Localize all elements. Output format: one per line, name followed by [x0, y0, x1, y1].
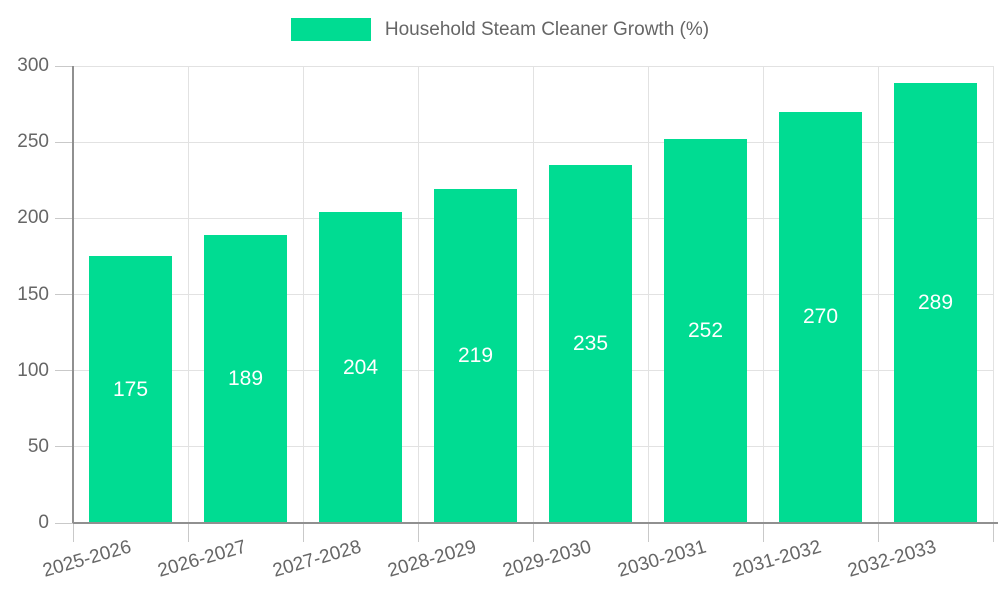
gridline-vertical — [417, 66, 419, 523]
gridline-vertical — [302, 66, 304, 523]
y-axis-tick — [55, 65, 73, 67]
x-axis-line — [73, 522, 998, 524]
bar[interactable]: 219 — [434, 189, 517, 523]
x-axis-tick — [302, 523, 304, 542]
bar-value-label: 204 — [342, 355, 379, 379]
gridline-vertical — [762, 66, 764, 523]
legend-color-swatch — [290, 18, 371, 41]
x-axis-tick — [532, 523, 534, 542]
x-tick-label: 2032-2033 — [845, 536, 939, 582]
gridline-vertical — [187, 66, 189, 523]
y-tick-label: 250 — [17, 131, 49, 153]
legend-label: Household Steam Cleaner Growth (%) — [384, 18, 710, 40]
x-tick-label: 2029-2030 — [500, 536, 594, 582]
x-axis-tick — [762, 523, 764, 542]
y-tick-label: 50 — [27, 435, 49, 457]
bar-value-label: 235 — [572, 332, 609, 355]
y-axis-tick — [55, 217, 73, 219]
bar[interactable]: 289 — [894, 82, 977, 523]
y-axis-tick — [55, 370, 73, 372]
bar-value-label: 252 — [687, 319, 724, 343]
x-axis-tick — [877, 523, 879, 542]
x-axis-tick — [992, 523, 994, 542]
y-axis-tick — [55, 141, 73, 143]
x-axis-tick — [72, 523, 74, 542]
y-tick-label: 100 — [17, 359, 49, 381]
x-axis-tick — [647, 523, 649, 542]
bar-value-label: 175 — [112, 377, 149, 401]
legend-item[interactable]: Household Steam Cleaner Growth (%) — [290, 18, 710, 41]
chart-legend: Household Steam Cleaner Growth (%) — [0, 18, 1000, 41]
x-tick-label: 2026-2027 — [155, 536, 249, 582]
y-tick-label: 200 — [17, 207, 49, 229]
y-axis-line — [72, 66, 74, 523]
bar[interactable]: 204 — [319, 212, 402, 523]
y-tick-label: 300 — [17, 55, 49, 76]
bar[interactable]: 252 — [664, 139, 747, 523]
gridline-vertical — [647, 66, 649, 523]
x-tick-label: 2027-2028 — [270, 536, 364, 582]
bar[interactable]: 235 — [549, 165, 632, 523]
bar-value-label: 289 — [917, 290, 954, 314]
y-tick-label: 0 — [38, 512, 49, 533]
bar[interactable]: 189 — [204, 235, 287, 523]
bar-value-label: 189 — [227, 367, 264, 391]
gridline-vertical — [532, 66, 534, 523]
gridline-vertical — [877, 66, 879, 523]
y-axis-tick — [55, 522, 73, 524]
x-tick-label: 2028-2029 — [385, 536, 479, 582]
bar[interactable]: 175 — [89, 256, 172, 523]
x-axis-tick — [417, 523, 419, 542]
x-tick-label: 2025-2026 — [40, 536, 134, 582]
bar-value-label: 270 — [802, 305, 839, 329]
x-tick-label: 2031-2032 — [730, 536, 824, 582]
gridline-vertical — [992, 66, 994, 523]
y-axis-tick — [55, 446, 73, 448]
y-tick-label: 150 — [17, 283, 49, 305]
x-tick-label: 2030-2031 — [615, 536, 709, 582]
x-axis-tick — [187, 523, 189, 542]
bar[interactable]: 270 — [779, 111, 862, 523]
y-axis-tick — [55, 294, 73, 295]
bar-value-label: 219 — [457, 344, 494, 368]
